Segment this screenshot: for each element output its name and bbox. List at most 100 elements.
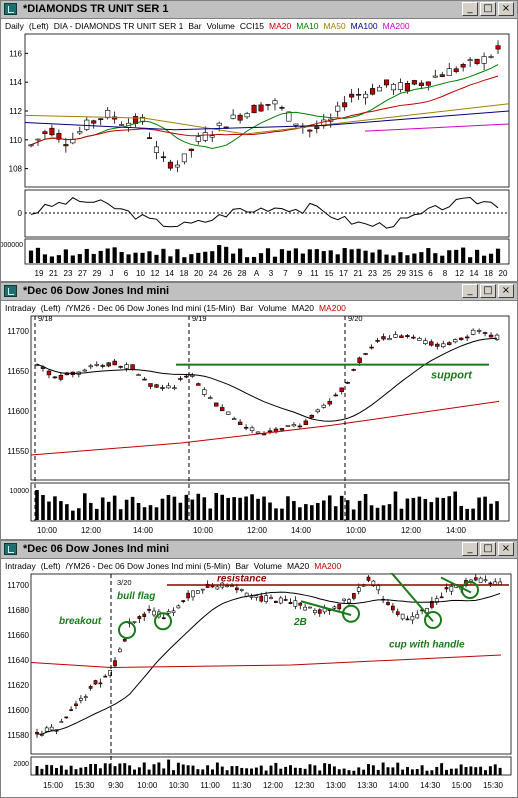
candle-body xyxy=(130,364,135,370)
pattern-line xyxy=(300,600,352,616)
chart-window-icon[interactable] xyxy=(4,543,17,555)
candle-body xyxy=(473,577,478,581)
candle-body xyxy=(279,107,285,109)
maximize-icon[interactable]: □ xyxy=(480,542,496,556)
candle-body xyxy=(333,394,338,397)
volume-bar xyxy=(488,766,492,775)
title-bar[interactable]: *Dec 06 Dow Jones Ind mini _ □ × xyxy=(1,283,517,301)
candle-body xyxy=(249,427,255,432)
price-pane xyxy=(30,573,512,755)
candle-body xyxy=(383,79,390,86)
info-item: Bar xyxy=(235,561,249,571)
minimize-icon[interactable]: _ xyxy=(462,2,478,16)
volume-bar xyxy=(386,767,390,775)
minimize-icon[interactable]: _ xyxy=(462,542,478,556)
axis-tick-label: 14:00 xyxy=(389,781,410,790)
candle-body xyxy=(303,420,309,425)
candle-body xyxy=(417,338,422,341)
candle-body xyxy=(148,383,153,387)
axis-tick-label: 14 xyxy=(470,269,479,278)
ma20-line xyxy=(36,591,501,735)
volume-bar xyxy=(94,508,99,520)
candle-body xyxy=(77,131,83,134)
volume-bar xyxy=(148,505,153,520)
candle-body xyxy=(265,104,271,106)
candle-body xyxy=(449,585,454,592)
volume-bar xyxy=(377,249,382,263)
date-mark: 9/19 xyxy=(192,315,207,323)
chart-window-icon[interactable] xyxy=(4,3,17,15)
volume-bar xyxy=(459,764,463,775)
candle-body xyxy=(351,369,356,371)
volume-bar xyxy=(118,509,123,520)
volume-bar xyxy=(335,254,340,263)
volume-bar xyxy=(262,496,266,520)
volume-bar xyxy=(124,499,129,520)
candle-body xyxy=(190,375,195,377)
volume-bar xyxy=(495,501,499,520)
candle-body xyxy=(370,88,376,95)
maximize-icon[interactable]: □ xyxy=(480,2,496,16)
candle-body xyxy=(98,118,104,120)
volume-bar xyxy=(357,767,361,775)
maximize-icon[interactable]: □ xyxy=(480,284,496,298)
volume-bar xyxy=(412,253,417,263)
close-icon[interactable]: × xyxy=(498,2,514,16)
volume-bar xyxy=(190,499,195,520)
chart-window-5min[interactable]: *Dec 06 Dow Jones Ind mini _ □ × Intrada… xyxy=(0,540,518,798)
close-icon[interactable]: × xyxy=(498,542,514,556)
close-icon[interactable]: × xyxy=(498,284,514,298)
volume-bar xyxy=(69,765,73,775)
volume-bar xyxy=(426,248,431,263)
volume-bar xyxy=(64,769,68,775)
ma50-line xyxy=(24,103,510,135)
volume-bar xyxy=(304,504,308,520)
volume-bar xyxy=(279,768,283,775)
candle-body xyxy=(342,598,346,601)
title-bar[interactable]: *DIAMONDS TR UNIT SER 1 _ □ × xyxy=(1,1,517,19)
candle-body xyxy=(345,382,350,384)
axis-tick-label: 108 xyxy=(9,165,23,174)
candle-body xyxy=(478,577,483,583)
chart-window-daily[interactable]: *DIAMONDS TR UNIT SER 1 _ □ × Daily (Left… xyxy=(0,0,518,282)
volume-bar xyxy=(384,254,389,263)
axis-tick-label: 20 xyxy=(499,269,508,278)
intraday-5min-chart[interactable]: 11700 11680 11660 11640 11620 11600 11580 3/20 r… xyxy=(1,573,517,797)
daily-chart[interactable]: 1161141121101080100000001921232729J61012… xyxy=(1,33,517,281)
intraday-15min-chart[interactable]: 11700 11650 11600 11550 9/18 9/19 9/20 support 1… xyxy=(1,315,517,539)
candle-body xyxy=(225,411,231,415)
volume-bar xyxy=(375,507,380,520)
candle-body xyxy=(79,698,83,701)
volume-bar xyxy=(367,764,370,775)
candle-body xyxy=(400,613,405,620)
candle-body xyxy=(196,383,201,386)
volume-bar xyxy=(123,763,127,775)
candle-body xyxy=(100,365,105,367)
window-title: *Dec 06 Dow Jones Ind mini xyxy=(23,543,170,555)
volume-bar xyxy=(244,257,250,263)
candle-body xyxy=(393,334,398,338)
volume-bar xyxy=(284,766,288,775)
candle-body xyxy=(381,336,386,340)
axis-tick-label: 29 xyxy=(93,269,102,278)
volume-bar xyxy=(157,762,161,775)
candle-body xyxy=(303,606,307,611)
axis-tick-label: 15:30 xyxy=(483,781,504,790)
candle-body xyxy=(307,129,313,132)
volume-bar xyxy=(59,501,63,520)
candle-body xyxy=(376,585,381,591)
candle-body xyxy=(397,82,403,90)
info-item: MA20 xyxy=(287,561,310,571)
axis-tick-label: 3 xyxy=(269,269,274,278)
two-b-label: 2B xyxy=(293,617,307,628)
volume-bar xyxy=(429,502,434,520)
candle-body xyxy=(274,600,278,603)
volume-bar xyxy=(300,253,305,263)
chart-window-icon[interactable] xyxy=(4,285,17,297)
info-item: MA200 xyxy=(314,561,342,571)
chart-window-15min[interactable]: *Dec 06 Dow Jones Ind mini _ □ × Intrada… xyxy=(0,282,518,540)
candle-body xyxy=(136,374,141,376)
title-bar[interactable]: *Dec 06 Dow Jones Ind mini _ □ × xyxy=(1,541,517,559)
volume-bar xyxy=(489,503,493,520)
minimize-icon[interactable]: _ xyxy=(462,284,478,298)
